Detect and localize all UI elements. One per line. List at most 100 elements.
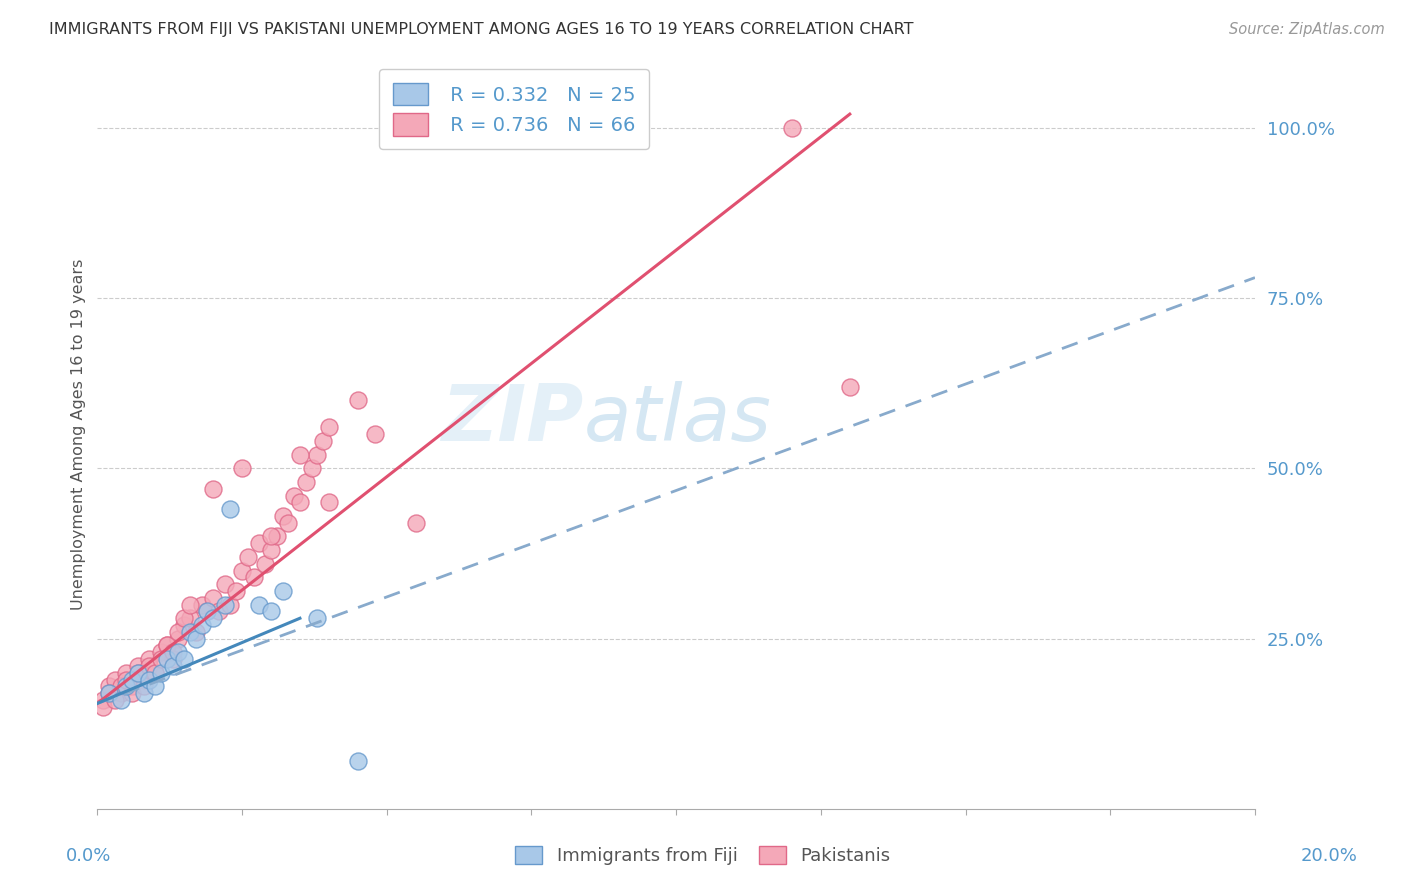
Point — [214, 577, 236, 591]
Point — [121, 679, 143, 693]
Point — [127, 665, 149, 680]
Point — [156, 639, 179, 653]
Point — [97, 679, 120, 693]
Point — [242, 570, 264, 584]
Point — [121, 686, 143, 700]
Point — [346, 754, 368, 768]
Point — [231, 564, 253, 578]
Point — [219, 502, 242, 516]
Point — [150, 645, 173, 659]
Point — [294, 475, 316, 489]
Point — [260, 543, 283, 558]
Text: 0.0%: 0.0% — [66, 847, 111, 865]
Point — [179, 598, 201, 612]
Point — [249, 598, 271, 612]
Point — [138, 652, 160, 666]
Point — [277, 516, 299, 530]
Point — [838, 379, 860, 393]
Point — [307, 611, 329, 625]
Point — [167, 632, 190, 646]
Point — [202, 591, 225, 605]
Point — [156, 652, 179, 666]
Point — [260, 529, 283, 543]
Point — [249, 536, 271, 550]
Point — [110, 686, 132, 700]
Point — [195, 604, 218, 618]
Point — [143, 665, 166, 680]
Point — [346, 393, 368, 408]
Point — [190, 618, 212, 632]
Point — [97, 686, 120, 700]
Point — [271, 509, 294, 524]
Point — [162, 645, 184, 659]
Point — [318, 420, 340, 434]
Point — [202, 611, 225, 625]
Point — [143, 665, 166, 680]
Point — [110, 679, 132, 693]
Point — [260, 604, 283, 618]
Point — [150, 665, 173, 680]
Point — [208, 604, 231, 618]
Point — [190, 598, 212, 612]
Point — [214, 598, 236, 612]
Point — [202, 482, 225, 496]
Text: atlas: atlas — [583, 381, 772, 458]
Point — [318, 495, 340, 509]
Point — [179, 624, 201, 639]
Point — [143, 679, 166, 693]
Point — [195, 604, 218, 618]
Point — [104, 673, 127, 687]
Point — [288, 448, 311, 462]
Point — [150, 652, 173, 666]
Point — [121, 673, 143, 687]
Point — [162, 659, 184, 673]
Text: IMMIGRANTS FROM FIJI VS PAKISTANI UNEMPLOYMENT AMONG AGES 16 TO 19 YEARS CORRELA: IMMIGRANTS FROM FIJI VS PAKISTANI UNEMPL… — [49, 22, 914, 37]
Point — [405, 516, 427, 530]
Point — [225, 584, 247, 599]
Point — [138, 673, 160, 687]
Point — [127, 659, 149, 673]
Point — [132, 686, 155, 700]
Legend:  R = 0.332   N = 25,  R = 0.736   N = 66: R = 0.332 N = 25, R = 0.736 N = 66 — [380, 70, 648, 149]
Point — [156, 639, 179, 653]
Point — [307, 448, 329, 462]
Point — [231, 461, 253, 475]
Point — [127, 665, 149, 680]
Y-axis label: Unemployment Among Ages 16 to 19 years: Unemployment Among Ages 16 to 19 years — [72, 259, 86, 610]
Point — [167, 645, 190, 659]
Point — [173, 618, 195, 632]
Point — [179, 611, 201, 625]
Point — [167, 624, 190, 639]
Point — [91, 699, 114, 714]
Point — [312, 434, 335, 449]
Point — [254, 557, 277, 571]
Point — [364, 427, 387, 442]
Point — [219, 598, 242, 612]
Point — [115, 673, 138, 687]
Point — [283, 489, 305, 503]
Point — [236, 549, 259, 564]
Legend: Immigrants from Fiji, Pakistanis: Immigrants from Fiji, Pakistanis — [508, 838, 898, 872]
Point — [173, 652, 195, 666]
Point — [173, 611, 195, 625]
Point — [301, 461, 323, 475]
Point — [97, 686, 120, 700]
Point — [162, 652, 184, 666]
Point — [780, 120, 803, 135]
Point — [115, 679, 138, 693]
Point — [132, 673, 155, 687]
Point — [271, 584, 294, 599]
Point — [184, 632, 207, 646]
Point — [184, 624, 207, 639]
Point — [266, 529, 288, 543]
Point — [138, 659, 160, 673]
Point — [91, 693, 114, 707]
Point — [132, 679, 155, 693]
Point — [104, 693, 127, 707]
Point — [110, 693, 132, 707]
Text: 20.0%: 20.0% — [1301, 847, 1357, 865]
Text: Source: ZipAtlas.com: Source: ZipAtlas.com — [1229, 22, 1385, 37]
Text: ZIP: ZIP — [441, 381, 583, 458]
Point — [288, 495, 311, 509]
Point — [115, 665, 138, 680]
